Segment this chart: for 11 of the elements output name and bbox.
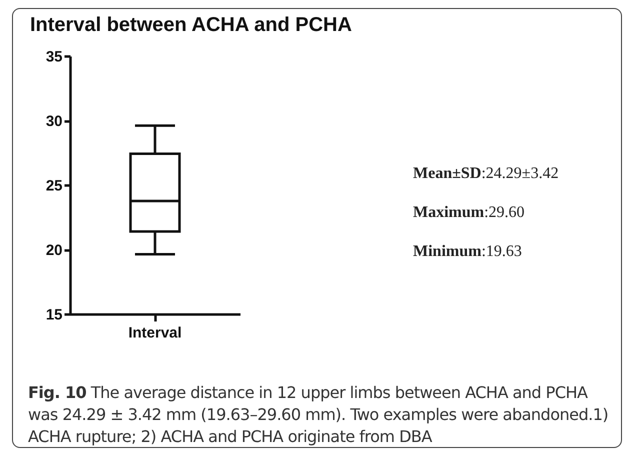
text: Minimum:19.63 <box>413 243 523 261</box>
text: Mean±SD:24.29±3.42 <box>413 165 559 183</box>
chart-title: Interval between ACHA and PCHA <box>30 14 352 37</box>
y-tick-label: 25 <box>46 178 62 194</box>
x-tick-label: Interval <box>128 324 182 342</box>
text: Maximum:29.60 <box>413 204 526 222</box>
y-tick-label: 35 <box>46 48 62 66</box>
y-tick-label: 15 <box>46 306 62 324</box>
caption: Fig. 10 The average distance in 12 upper limbs between ACHA and PCHA was 24.29 ± 3.42 mm (19.63–29.60 mm). Two examples were abandoned.1) ACHA rupture; 2) ACHA and PCHA originate from DBA <box>28 382 610 448</box>
y-tick-label: 20 <box>46 242 62 259</box>
y-tick-label: 30 <box>46 113 62 130</box>
